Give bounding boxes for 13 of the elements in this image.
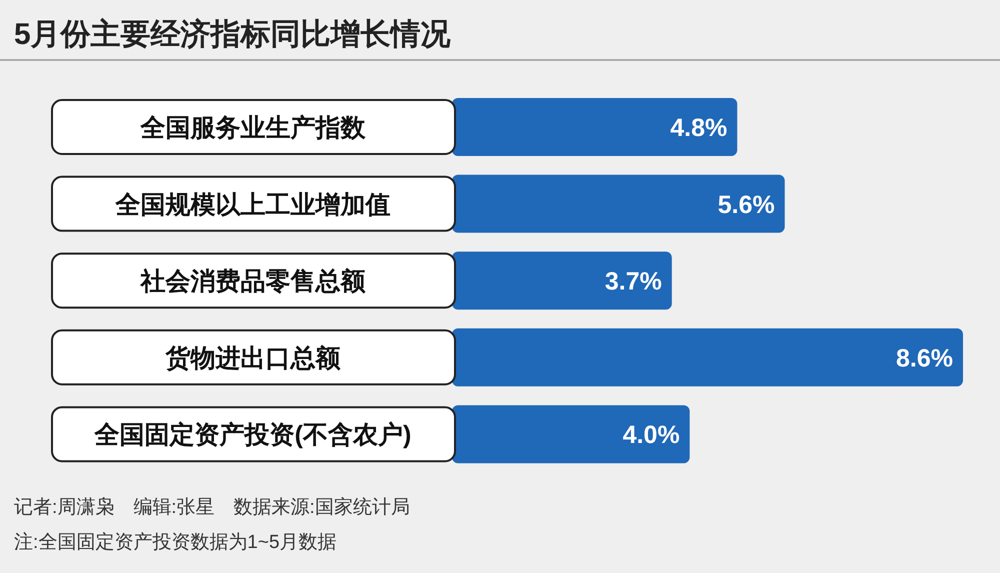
y-tick-label: 货物进出口总额 [164,344,342,372]
y-tick-label: 全国固定资产投资(不含农户) [94,421,412,450]
text: 记者:周潇枭 编辑:张星 数据来源:国家统计局 [14,496,410,518]
data-label: 4.0% [622,421,680,450]
y-tick-label: 全国服务业生产指数 [140,114,366,142]
data-label: 8.6% [896,344,953,372]
y-tick-label: 全国规模以上工业增加值 [114,190,390,219]
data-label: 3.7% [604,268,662,296]
text: 注:全国固定资产投资数据为1~5月数据 [14,531,337,553]
data-label: 4.8% [670,114,728,142]
chart-title: 5月份主要经济指标同比增长情况 [14,17,452,51]
data-label: 5.6% [718,190,775,219]
y-tick-label: 社会消费品零售总额 [140,268,366,296]
